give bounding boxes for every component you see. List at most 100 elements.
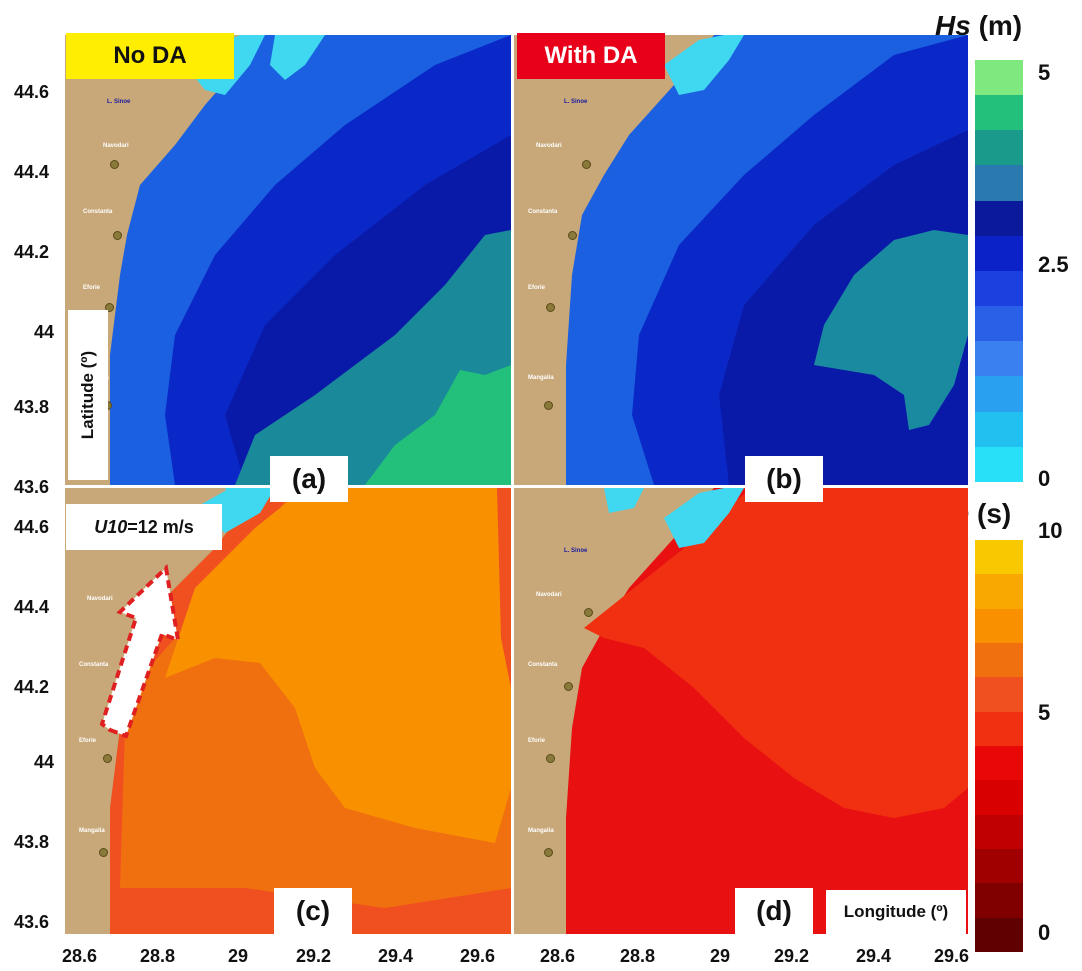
colorbar-segment: [975, 780, 1023, 815]
ylabel-box: Latitude (º): [68, 310, 108, 480]
panel-b-map: [514, 35, 968, 485]
colorbar-segment: [975, 270, 1023, 307]
panel-tag-d: (d): [735, 888, 813, 934]
lon-tick: 29.4: [378, 946, 414, 966]
panel-c-tp-no-da: Navodari Constanta Eforie Mangalia: [65, 488, 511, 934]
panel-d-tp-with-da: L. Sinoe Navodari Constanta Eforie Manga…: [514, 488, 968, 934]
city-marker: [110, 160, 119, 169]
hs-tick-mid: 2.5: [1038, 252, 1069, 277]
panel-tag-c: (c): [274, 888, 352, 934]
lon-tick: 29.4: [856, 946, 892, 966]
lat-tick: 44.2: [14, 242, 50, 262]
lon-tick: 29.2: [774, 946, 810, 966]
colorbar-segment: [975, 745, 1023, 781]
lake: [664, 35, 744, 95]
colorbar-segment: [975, 642, 1023, 678]
city-marker: [544, 401, 553, 410]
lat-tick: 43.6: [14, 477, 50, 497]
lon-tick: 28.8: [620, 946, 656, 966]
colorbar-segment: [975, 306, 1023, 342]
colorbar-segment: [975, 574, 1023, 609]
lat-tick: 44.6: [14, 517, 50, 537]
lat-tick: 43.8: [14, 397, 50, 417]
place-label: Constanta: [528, 209, 558, 215]
colorbar-segment: [975, 446, 1023, 482]
panel-c-map: [65, 488, 511, 934]
colorbar-segment: [975, 540, 1023, 575]
city-marker: [546, 754, 555, 763]
colorbar-segment: [975, 677, 1023, 712]
lat-tick: 44: [34, 752, 55, 772]
place-label: Mangalia: [528, 828, 554, 834]
lat-tick: 44.2: [14, 677, 50, 697]
colorbar-segment: [975, 165, 1023, 201]
colorbar-segment: [975, 711, 1023, 746]
place-label: Mangalia: [528, 375, 554, 381]
lon-tick: 29.2: [296, 946, 332, 966]
city-marker: [113, 231, 122, 240]
lat-tick: 43.6: [14, 912, 50, 932]
lon-tick: 29.6: [934, 946, 970, 966]
hs-tick-max: 5: [1038, 60, 1051, 85]
place-label: Constanta: [83, 209, 113, 215]
colorbar-segment: [975, 883, 1023, 918]
lake-label: L. Sinoe: [564, 99, 588, 105]
wind-arrow-icon: [99, 563, 181, 739]
lake: [225, 488, 265, 506]
colorbar-segment: [975, 60, 1023, 96]
tp-tick-mid: 5: [1038, 700, 1051, 725]
panel-b-hs-with-da: L. Sinoe Navodari Constanta Eforie Manga…: [514, 35, 968, 485]
wind-variable: U10: [94, 516, 128, 537]
place-label: Mangalia: [79, 828, 105, 834]
with-da-badge: With DA: [517, 33, 665, 79]
lat-tick: 44: [34, 322, 55, 342]
city-marker: [584, 608, 593, 617]
sea-band-3: [165, 488, 511, 843]
colorbar-segment: [975, 376, 1023, 412]
lon-tick: 28.8: [140, 946, 176, 966]
lake: [664, 488, 744, 548]
city-marker: [99, 848, 108, 857]
place-label: Constanta: [79, 662, 109, 668]
place-label: Constanta: [528, 662, 558, 668]
colorbar-segment: [975, 130, 1023, 166]
place-label: Eforie: [79, 738, 97, 744]
sea-band-5: [365, 365, 511, 485]
place-label: Navodari: [87, 596, 113, 602]
city-marker: [568, 231, 577, 240]
tp-tick-max: 10: [1038, 518, 1063, 543]
place-label: Navodari: [103, 143, 129, 149]
lon-tick: 29.6: [460, 946, 496, 966]
lake-label: L. Sinoe: [564, 548, 588, 554]
no-da-badge: No DA: [66, 33, 234, 79]
hs-colorbar: [975, 60, 1023, 482]
sea-band-4: [497, 488, 511, 688]
lake-label: L. Sinoe: [107, 99, 131, 105]
hs-tick-min: 0: [1038, 466, 1051, 491]
panel-a-map: [65, 35, 511, 485]
colorbar-segment: [975, 341, 1023, 377]
panel-d-map: [514, 488, 968, 934]
city-marker: [105, 303, 114, 312]
lon-tick: 29: [228, 946, 249, 966]
colorbar-segment: [975, 411, 1023, 447]
lon-tick: 28.6: [540, 946, 576, 966]
wind-arrow-shape: [99, 563, 181, 739]
lat-tick: 44.4: [14, 162, 50, 182]
colorbar-segment: [975, 235, 1023, 271]
colorbar-segment: [975, 95, 1023, 131]
city-marker: [582, 160, 591, 169]
xlabel: Longitude (º): [826, 890, 966, 934]
colorbar-segment: [975, 608, 1023, 643]
colorbar-segment: [975, 814, 1023, 849]
colorbar-segment: [975, 917, 1023, 952]
lake: [604, 488, 644, 513]
city-marker: [544, 848, 553, 857]
colorbar-segment: [975, 848, 1023, 884]
place-label: Eforie: [528, 738, 546, 744]
lon-tick: 29: [710, 946, 731, 966]
lat-tick: 44.4: [14, 597, 50, 617]
panel-tag-a: (a): [270, 456, 348, 502]
city-marker: [103, 754, 112, 763]
place-label: Eforie: [83, 285, 101, 291]
